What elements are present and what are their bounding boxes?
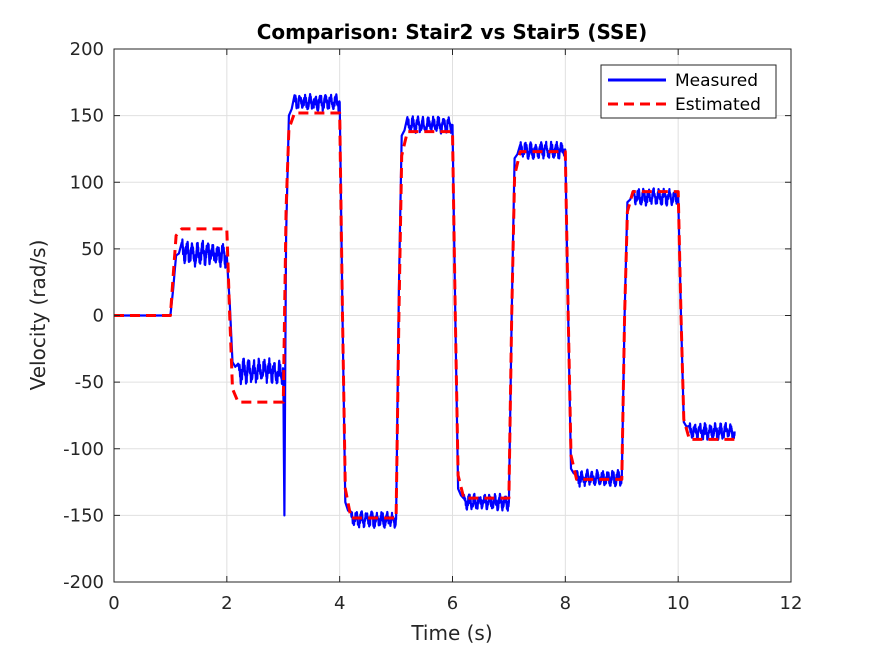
x-tick-label: 10 — [667, 593, 690, 614]
legend-label-estimated: Estimated — [675, 95, 761, 115]
y-tick-label: 100 — [70, 172, 104, 193]
x-tick-labels: 0 2 4 6 8 10 12 — [108, 593, 802, 614]
y-tick-label: 0 — [93, 306, 104, 327]
legend-label-measured: Measured — [675, 71, 758, 91]
x-tick-label: 4 — [334, 593, 345, 614]
y-tick-label: -100 — [63, 439, 104, 460]
y-tick-label: 150 — [70, 106, 104, 127]
y-tick-labels: 200 150 100 50 0 -50 -100 -150 -200 — [63, 39, 104, 593]
y-tick-label: -200 — [63, 572, 104, 593]
x-axis-label: Time (s) — [410, 621, 492, 645]
x-tick-label: 8 — [560, 593, 571, 614]
y-tick-label: -150 — [63, 505, 104, 526]
x-tick-label: 12 — [780, 593, 803, 614]
x-tick-label: 2 — [221, 593, 232, 614]
axis-ticks — [113, 48, 792, 583]
legend-box — [600, 64, 777, 119]
y-axis-label: Velocity (rad/s) — [26, 240, 50, 391]
chart-title: Comparison: Stair2 vs Stair5 (SSE) — [257, 20, 648, 44]
series-line-measured — [114, 93, 736, 529]
x-tick-label: 6 — [447, 593, 458, 614]
x-tick-label: 0 — [108, 593, 119, 614]
y-tick-label: 200 — [70, 39, 104, 60]
y-tick-label: -50 — [75, 372, 104, 393]
series-layer — [114, 93, 736, 529]
y-tick-label: 50 — [81, 239, 104, 260]
series-line-estimated — [114, 111, 735, 520]
legend: Measured Estimated — [600, 64, 777, 119]
